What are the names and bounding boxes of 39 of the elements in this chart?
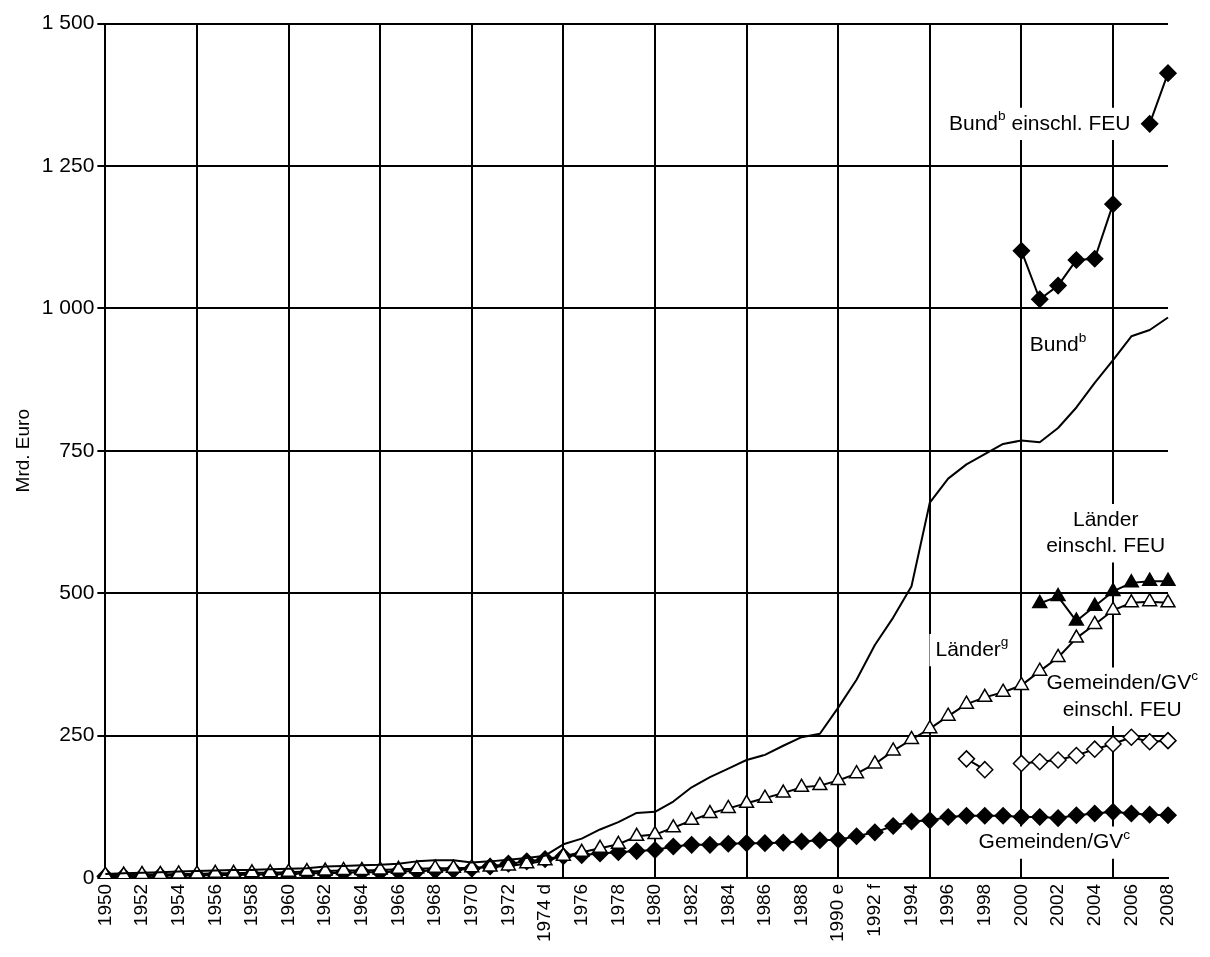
x-tick-label: 1972 [496, 883, 518, 927]
y-tick-label: 500 [59, 579, 95, 603]
x-tick-label: 2008 [1156, 883, 1178, 927]
y-tick-label: 1 000 [41, 295, 95, 319]
y-tick-label: 0 [82, 864, 95, 888]
x-tick-label: 1994 [899, 883, 921, 927]
x-tick-label: 1976 [569, 883, 591, 927]
x-tick-label: 1968 [423, 883, 445, 927]
x-tick-label: 2006 [1119, 883, 1141, 927]
x-tick-label: 2002 [1046, 883, 1068, 927]
x-tick-label: 1970 [460, 883, 482, 927]
series-label: Länder einschl. FEU [1046, 507, 1166, 557]
y-tick-label: 750 [59, 437, 95, 461]
x-tick-label: 1964 [350, 883, 372, 927]
x-tick-label: 1954 [166, 883, 188, 927]
x-tick-label: 1998 [973, 883, 995, 927]
x-tick-label: 1974 d [533, 883, 555, 943]
x-tick-label: 1980 [643, 883, 665, 927]
x-tick-label: 1950 [93, 883, 115, 927]
x-tick-label: 1966 [386, 883, 408, 927]
x-tick-label: 1988 [789, 883, 811, 927]
x-tick-label: 1978 [606, 883, 628, 927]
x-tick-label: 2004 [1082, 883, 1104, 927]
y-tick-label: 1 500 [41, 10, 95, 34]
x-tick-label: 1982 [679, 883, 701, 927]
x-tick-label: 1992 f [863, 883, 885, 937]
y-tick-label: 1 250 [41, 152, 95, 176]
x-tick-label: 1996 [936, 883, 958, 927]
x-tick-label: 1952 [130, 883, 152, 927]
y-tick-label: 250 [59, 722, 95, 746]
y-axis-title: Mrd. Euro [11, 409, 33, 493]
x-tick-label: 1986 [753, 883, 775, 927]
x-tick-label: 1984 [716, 883, 738, 927]
x-tick-label: 1960 [276, 883, 298, 927]
x-tick-label: 1990 e [826, 883, 848, 943]
x-tick-label: 1958 [240, 883, 262, 927]
x-tick-label: 1956 [203, 883, 225, 927]
x-tick-label: 1962 [313, 883, 335, 927]
x-tick-label: 2000 [1009, 883, 1031, 927]
